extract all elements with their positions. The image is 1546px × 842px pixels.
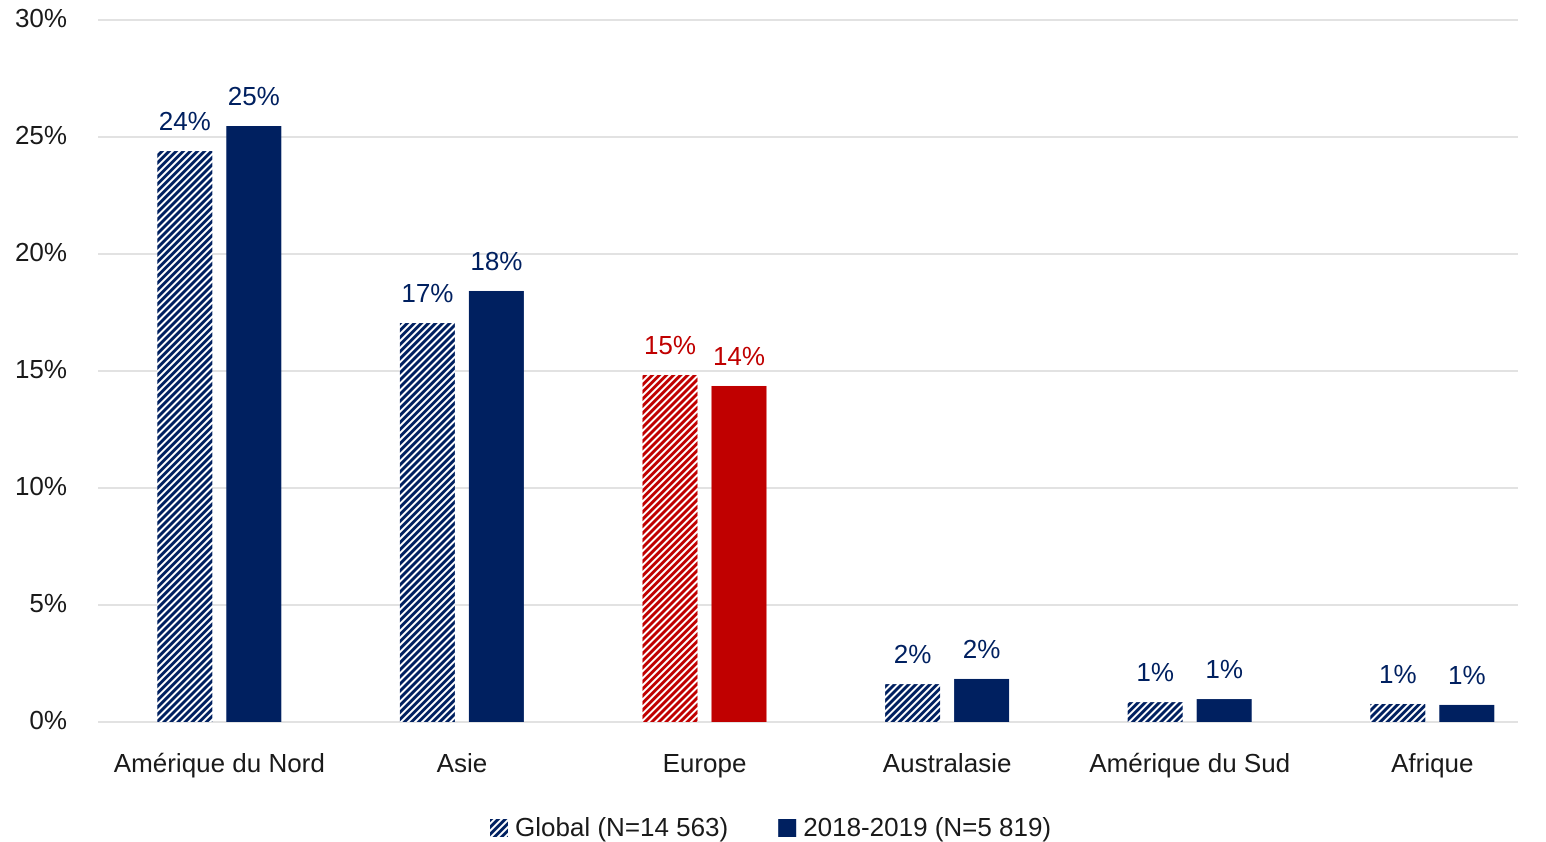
data-label: 15%	[644, 330, 696, 360]
bar	[1196, 699, 1252, 722]
legend-swatch	[778, 819, 797, 837]
bar	[399, 323, 455, 722]
bar	[1127, 702, 1183, 722]
x-tick-label: Asie	[437, 748, 488, 778]
legend: Global (N=14 563) 2018-2019 (N=5 819)	[490, 812, 1051, 842]
y-tick-label: 30%	[15, 3, 67, 33]
data-label: 2%	[894, 639, 932, 669]
y-tick-label: 0%	[29, 705, 67, 735]
y-tick-label: 15%	[15, 354, 67, 384]
data-label: 24%	[159, 106, 211, 136]
y-tick-label: 25%	[15, 120, 67, 150]
legend-swatch	[490, 819, 508, 837]
legend-label: 2018-2019 (N=5 819)	[803, 812, 1051, 842]
bar	[1439, 704, 1495, 722]
bar	[1370, 703, 1426, 722]
bar	[711, 385, 767, 722]
bar	[954, 678, 1010, 722]
y-tick-label: 10%	[15, 471, 67, 501]
x-tick-label: Afrique	[1391, 748, 1473, 778]
bar	[468, 290, 524, 722]
x-tick-label: Australasie	[883, 748, 1012, 778]
bar	[885, 684, 941, 722]
x-tick-label: Amérique du Sud	[1089, 748, 1290, 778]
data-label: 17%	[401, 278, 453, 308]
x-tick-label: Amérique du Nord	[114, 748, 325, 778]
y-tick-label: 20%	[15, 237, 67, 267]
data-label: 18%	[470, 246, 522, 276]
data-label: 1%	[1136, 657, 1174, 687]
data-label: 1%	[1205, 654, 1243, 684]
data-label: 1%	[1379, 659, 1417, 689]
y-tick-label: 5%	[29, 588, 67, 618]
bar	[642, 374, 698, 722]
legend-label: Global (N=14 563)	[515, 812, 728, 842]
data-label: 2%	[963, 634, 1001, 664]
data-label: 25%	[228, 81, 280, 111]
x-tick-label: Europe	[663, 748, 747, 778]
bar	[226, 126, 282, 722]
data-label: 14%	[713, 341, 765, 371]
bar	[157, 151, 213, 723]
data-label: 1%	[1448, 660, 1486, 690]
